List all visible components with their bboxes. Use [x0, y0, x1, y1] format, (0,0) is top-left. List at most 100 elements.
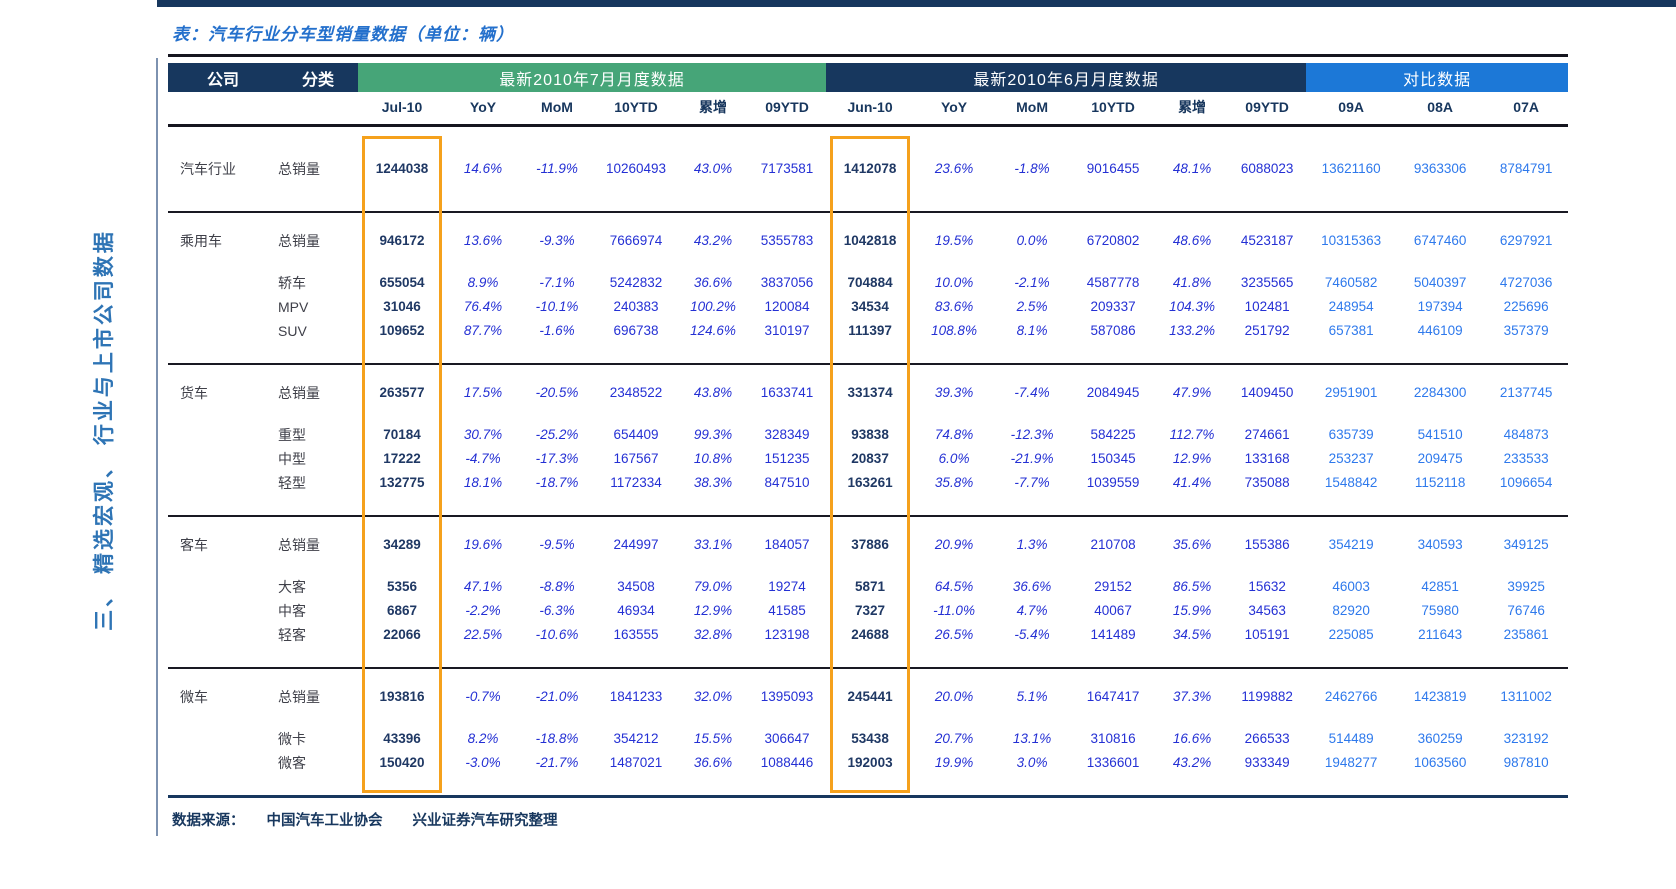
data-cell: 34.5%	[1172, 627, 1212, 642]
data-cell: 26.5%	[934, 627, 974, 642]
data-cell: 1633741	[760, 385, 814, 400]
data-cell: 47.9%	[1172, 385, 1212, 400]
column-header: 10YTD	[1070, 92, 1157, 126]
company-cell: 汽车行业	[180, 161, 236, 177]
data-cell: 99.3%	[693, 427, 733, 442]
category-cell: 总销量	[278, 233, 320, 249]
data-cell: 233533	[1503, 451, 1549, 466]
data-cell: 1948277	[1324, 755, 1378, 770]
data-cell: 16.6%	[1172, 731, 1212, 746]
data-cell: 2.5%	[1016, 299, 1048, 314]
company-cell	[168, 447, 278, 471]
data-cell: 1647417	[1086, 689, 1140, 704]
data-cell: 38.3%	[693, 475, 733, 490]
data-cell: -20.5%	[535, 385, 579, 400]
data-cell: 310197	[764, 323, 810, 338]
data-cell: 274661	[1244, 427, 1290, 442]
data-cell: 654409	[613, 427, 659, 442]
table-row: 客车 总销量 34289 19.6% -9.5% 244997 33.1% 184057 378…	[168, 516, 1568, 565]
company-group: 汽车行业 总销量 1244038 14.6% -11.9% 10260493 43.0% 71…	[168, 125, 1569, 213]
data-cell: -21.9%	[1010, 451, 1054, 466]
data-cell: 141489	[1090, 627, 1136, 642]
data-cell: 6297921	[1499, 233, 1553, 248]
data-cell: 15.5%	[693, 731, 733, 746]
company-group: 乘用车 总销量 946172 13.6% -9.3% 7666974 43.2% 535578…	[168, 212, 1569, 364]
data-cell: 10260493	[605, 161, 667, 176]
data-cell: 210708	[1090, 537, 1136, 552]
company-cell	[168, 413, 278, 447]
data-cell: 70184	[383, 427, 421, 442]
company-group: 微车 总销量 193816 -0.7% -21.0% 1841233 32.0% 139509…	[168, 668, 1569, 795]
data-cell: -12.3%	[1010, 427, 1054, 442]
data-cell: -21.0%	[535, 689, 579, 704]
data-cell: 17.5%	[463, 385, 503, 400]
data-cell: -25.2%	[535, 427, 579, 442]
data-cell: 15.9%	[1172, 603, 1212, 618]
data-cell: 83.6%	[934, 299, 974, 314]
table-row: SUV 109652 87.7% -1.6% 696738 124.6% 310197 111…	[168, 319, 1568, 364]
data-cell: 5.1%	[1016, 689, 1048, 704]
data-cell: 8.1%	[1016, 323, 1048, 338]
data-cell: 7666974	[609, 233, 663, 248]
data-cell: -11.0%	[933, 603, 975, 618]
data-cell: 735088	[1244, 475, 1290, 490]
data-cell: 155386	[1244, 537, 1290, 552]
column-header: Jul-10	[358, 92, 446, 126]
data-cell: 48.6%	[1172, 233, 1212, 248]
company-cell	[168, 599, 278, 623]
data-cell: 1336601	[1086, 755, 1140, 770]
data-cell: 30.7%	[463, 427, 503, 442]
data-cell: 696738	[613, 323, 659, 338]
data-cell: 124.6%	[690, 323, 736, 338]
data-cell: 6747460	[1413, 233, 1467, 248]
data-cell: 2084945	[1086, 385, 1140, 400]
data-cell: 245441	[847, 689, 893, 704]
data-cell: 946172	[379, 233, 425, 248]
data-cell: 635739	[1328, 427, 1374, 442]
data-cell: 41.8%	[1172, 275, 1212, 290]
table-row: 微客 150420 -3.0% -21.7% 1487021 36.6% 1088446 19…	[168, 751, 1568, 795]
data-cell: 3235565	[1240, 275, 1294, 290]
data-cell: -18.8%	[535, 731, 579, 746]
data-cell: 46003	[1332, 579, 1370, 594]
data-cell: 32.0%	[693, 689, 733, 704]
data-cell: 1412078	[843, 161, 897, 176]
data-cell: -7.4%	[1014, 385, 1050, 400]
company-cell	[168, 261, 278, 295]
data-cell: 2284300	[1413, 385, 1467, 400]
company-cell	[168, 623, 278, 668]
data-cell: 1395093	[760, 689, 814, 704]
data-cell: 5242832	[609, 275, 663, 290]
data-cell: 36.6%	[693, 275, 733, 290]
data-cell: 132775	[379, 475, 425, 490]
data-cell: 209337	[1090, 299, 1136, 314]
data-cell: 1199882	[1241, 689, 1293, 704]
data-cell: 248954	[1328, 299, 1374, 314]
data-cell: 111397	[848, 323, 892, 338]
data-cell: 1096654	[1499, 475, 1553, 490]
data-cell: -7.1%	[539, 275, 575, 290]
data-cell: 8784791	[1499, 161, 1553, 176]
data-cell: 541510	[1417, 427, 1463, 442]
column-header: 10YTD	[594, 92, 678, 126]
company-cell	[168, 565, 278, 599]
data-cell: 100.2%	[690, 299, 736, 314]
data-cell: 484873	[1503, 427, 1549, 442]
data-cell: 2462766	[1324, 689, 1378, 704]
data-cell: 24688	[851, 627, 889, 642]
data-cell: 1063560	[1413, 755, 1467, 770]
data-cell: 22066	[383, 627, 421, 642]
category-header: 分类	[278, 63, 358, 92]
company-cell: 乘用车	[180, 233, 222, 249]
data-cell: 37.3%	[1172, 689, 1212, 704]
company-cell: 微车	[180, 689, 208, 705]
data-cell: 76746	[1507, 603, 1545, 618]
data-cell: 9016455	[1086, 161, 1140, 176]
data-cell: 20.7%	[934, 731, 974, 746]
data-cell: 197394	[1417, 299, 1463, 314]
data-cell: 40067	[1094, 603, 1132, 618]
data-cell: 42851	[1421, 579, 1459, 594]
data-cell: 2951901	[1324, 385, 1378, 400]
data-cell: 64.5%	[934, 579, 974, 594]
top-accent-bar	[157, 0, 1676, 7]
